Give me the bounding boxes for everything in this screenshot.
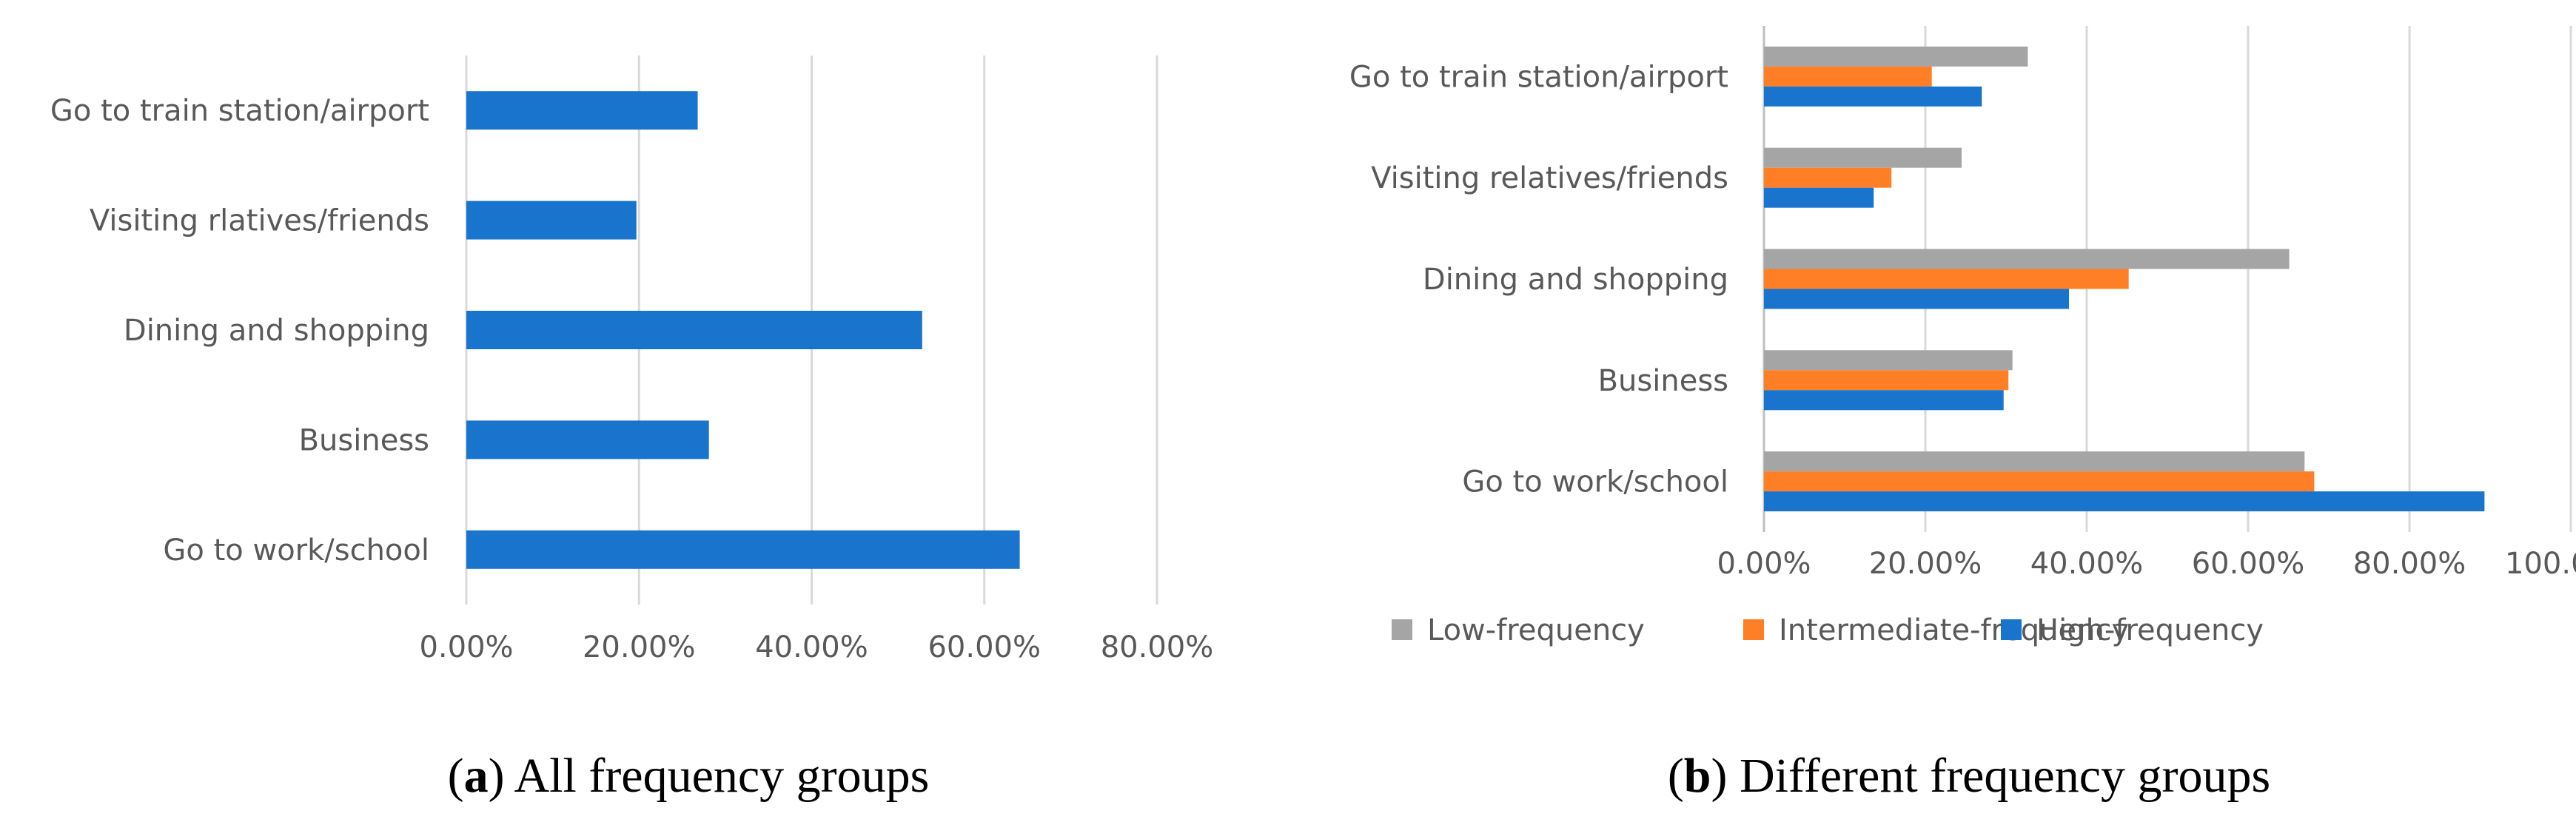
chart-b-bar-intermediate	[1764, 66, 1932, 87]
chart-b-tick-label: 40.00%	[2030, 547, 2144, 581]
chart-b-bar-low	[1764, 147, 1962, 168]
chart-a-bar	[466, 201, 637, 240]
chart-b-tick-label: 60.00%	[2192, 547, 2305, 581]
chart-b-caption: (b) Different frequency groups	[1668, 749, 2270, 803]
chart-a-category-label: Visiting rlatives/friends	[90, 204, 429, 238]
chart-a-category-label: Go to train station/airport	[50, 94, 429, 128]
chart-b-bar-intermediate	[1764, 167, 1892, 188]
chart-b-bar-intermediate	[1764, 471, 2315, 492]
chart-b-bars	[1764, 46, 2485, 512]
chart-b-category-label: Dining and shopping	[1423, 263, 1728, 297]
chart-a-tick-labels: 0.00% 20.00% 40.00% 60.00% 80.00%	[419, 630, 1213, 664]
chart-b-legend-label: Intermediate-frequency	[1779, 613, 2129, 647]
chart-b-legend-swatch	[1743, 619, 1764, 640]
chart-b-bar-high	[1764, 86, 1982, 107]
chart-b-category-labels: Go to train station/airport Visiting rela…	[1349, 60, 1728, 499]
chart-a-category-label: Go to work/school	[163, 533, 429, 568]
chart-a-bars	[466, 91, 1020, 569]
chart-b-bar-low	[1764, 249, 2290, 269]
chart-b-legend-swatch	[2001, 619, 2022, 640]
chart-a-category-label: Dining and shopping	[124, 314, 429, 348]
chart-b-bar-intermediate	[1764, 269, 2129, 289]
chart-b-bar-high	[1764, 289, 2070, 309]
chart-b-bar-intermediate	[1764, 370, 2009, 391]
chart-b-tick-label: 20.00%	[1869, 547, 1982, 581]
chart-a-tick-label: 80.00%	[1101, 630, 1214, 664]
chart-b-different-frequency-groups: Go to train station/airport Visiting rela…	[1349, 26, 2576, 803]
chart-a-tick-label: 60.00%	[928, 630, 1041, 664]
chart-a-category-label: Business	[299, 423, 429, 457]
chart-b-bar-high	[1764, 390, 2004, 411]
chart-b-tick-label: 100.00%	[2505, 547, 2576, 581]
chart-b-legend-swatch	[1392, 619, 1412, 640]
chart-a-bar	[466, 311, 922, 349]
chart-a-bar	[466, 530, 1020, 569]
chart-a-tick-label: 20.00%	[583, 630, 696, 664]
chart-b-tick-label: 0.00%	[1717, 547, 1811, 581]
chart-a-all-frequency-groups: Go to train station/airport Visiting rlat…	[50, 55, 1213, 803]
chart-a-caption: (a) All frequency groups	[448, 749, 930, 803]
chart-b-bar-high	[1764, 187, 1874, 208]
chart-b-bar-low	[1764, 46, 2028, 67]
chart-b-bar-low	[1764, 451, 2305, 472]
chart-a-tick-label: 0.00%	[419, 630, 513, 664]
chart-b-category-label: Visiting relatives/friends	[1371, 161, 1728, 195]
chart-a-bar	[466, 420, 709, 459]
chart-b-tick-labels: 0.00% 20.00% 40.00% 60.00% 80.00% 100.00%	[1717, 547, 2576, 581]
chart-b-legend-label: High-frequency	[2036, 613, 2264, 647]
chart-b-legend-label: Low-frequency	[1427, 613, 1645, 647]
chart-b-bar-high	[1764, 491, 2485, 512]
chart-b-bar-low	[1764, 350, 2013, 371]
chart-a-bar	[466, 91, 698, 130]
chart-b-tick-label: 80.00%	[2353, 547, 2466, 581]
chart-b-category-label: Go to work/school	[1462, 465, 1728, 499]
chart-b-legend: Low-frequency Intermediate-frequencyHigh-…	[1392, 613, 2264, 647]
chart-a-category-labels: Go to train station/airport Visiting rlat…	[50, 94, 429, 568]
chart-b-category-label: Go to train station/airport	[1349, 60, 1728, 94]
chart-b-category-label: Business	[1598, 364, 1728, 398]
chart-a-tick-label: 40.00%	[755, 630, 868, 664]
